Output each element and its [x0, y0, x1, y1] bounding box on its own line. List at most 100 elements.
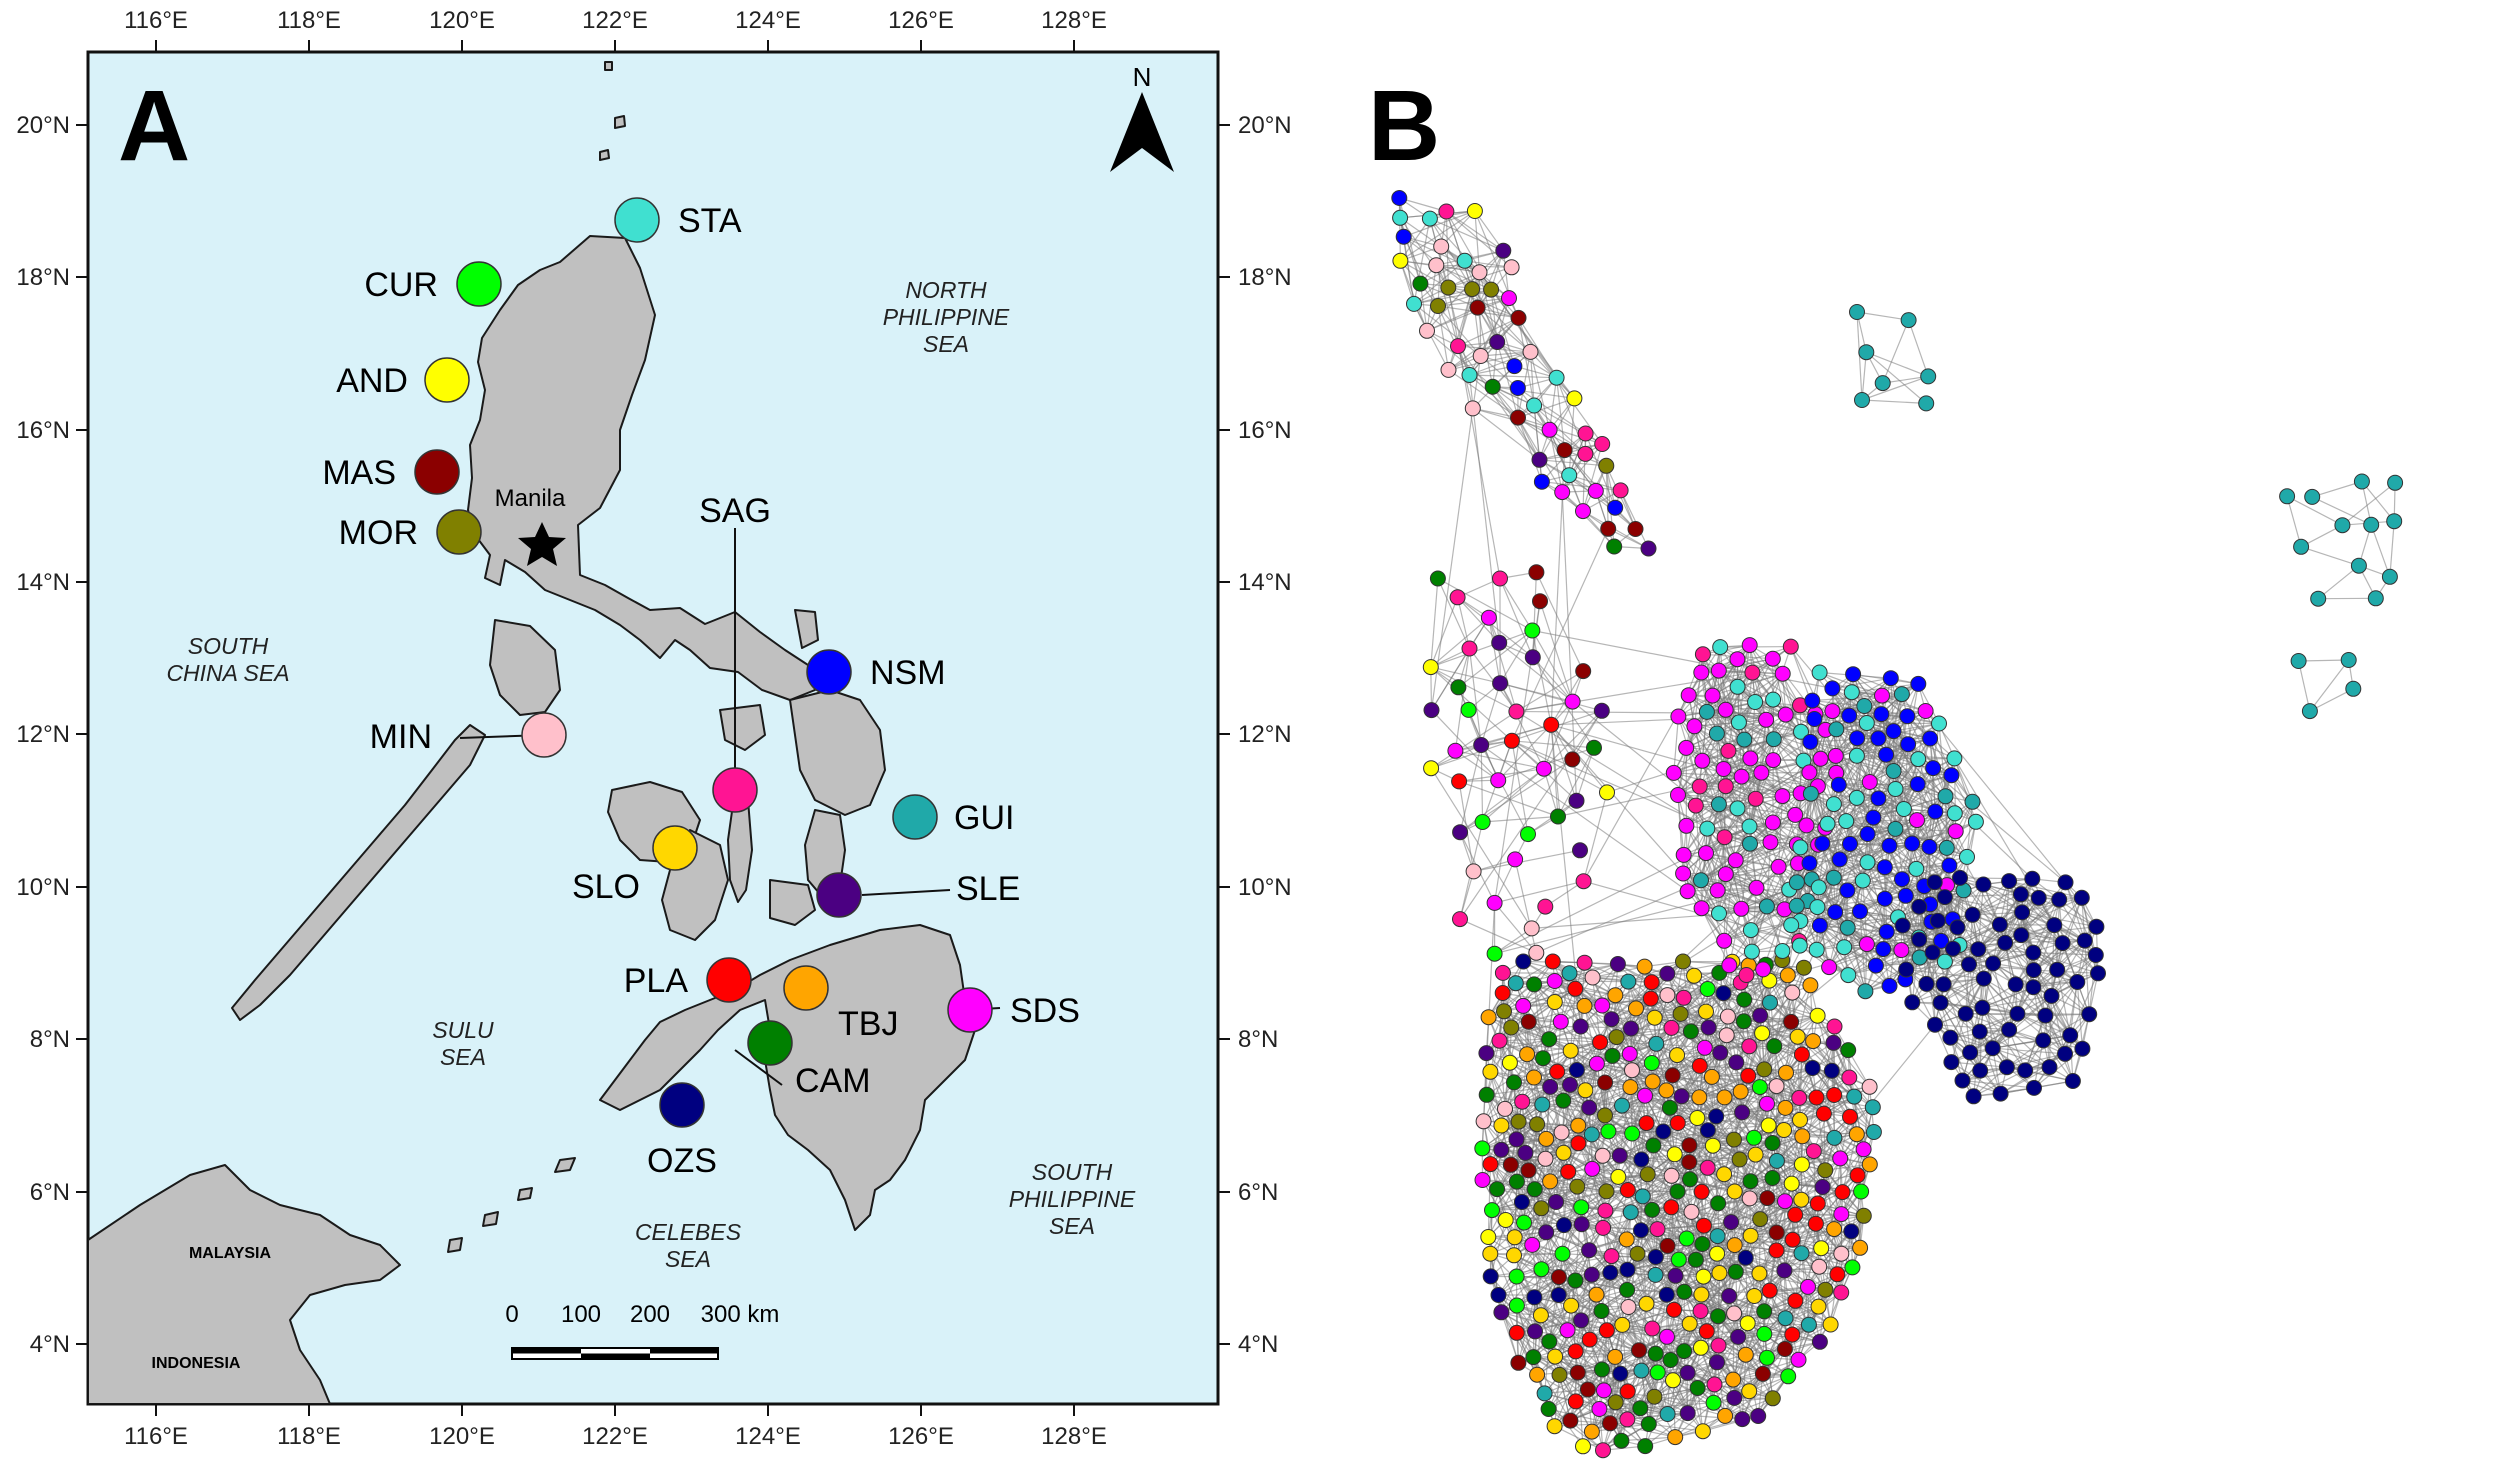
network-edge — [1513, 1224, 1565, 1256]
lon-label: 116°E — [124, 7, 188, 34]
network-edge — [1652, 1047, 1706, 1083]
site-marker-nsm — [806, 649, 852, 695]
lon-label: 120°E — [429, 1423, 495, 1450]
lat-label: 10°N — [16, 874, 70, 901]
network-edge — [1688, 694, 1756, 703]
lat-labels-left: 20°N 18°N 16°N 14°N 12°N 10°N 8°N 6°N 4°… — [16, 112, 70, 1358]
site-label-and: AND — [336, 362, 408, 400]
network-edge — [1666, 1336, 1719, 1347]
network-edge — [1716, 1361, 1789, 1377]
network-edge — [1799, 772, 1810, 848]
site-marker-tbj — [783, 965, 829, 1011]
site-label-cur: CUR — [364, 266, 438, 304]
network-edge — [1526, 1001, 1556, 1055]
network-edge — [1510, 1164, 1569, 1173]
scale-label: 100 — [561, 1301, 601, 1328]
network-edge — [1782, 673, 1802, 732]
scale-label: 0 — [505, 1301, 518, 1328]
borneo-island — [88, 1164, 401, 1404]
network-edge — [1890, 678, 1909, 745]
network-edge — [1681, 1095, 1735, 1141]
network-edge — [1562, 1063, 1598, 1102]
network-edge — [1724, 1375, 1789, 1417]
network-edge — [1614, 1303, 1648, 1358]
network-edge — [1773, 992, 1793, 1047]
network-edge — [1685, 768, 1725, 827]
network-edge — [1749, 792, 1801, 828]
network-edge — [1733, 1085, 1778, 1140]
site-pla: PLA — [624, 957, 752, 1003]
network-edge — [1672, 1074, 1725, 1098]
network-edge — [1734, 1244, 1785, 1272]
network-edge — [1489, 1071, 1520, 1122]
network-edge — [1763, 1333, 1774, 1399]
network-edge — [1787, 1324, 1810, 1377]
network-edge — [1766, 1341, 1821, 1359]
network-edge — [1741, 776, 1801, 794]
network-edge — [1745, 1200, 1786, 1259]
network-edge — [1801, 1136, 1824, 1188]
scale-label: 200 — [630, 1301, 670, 1328]
network-edge — [1680, 982, 1741, 1015]
network-edge — [1799, 1119, 1841, 1159]
site-label-ozs: OZS — [647, 1142, 717, 1180]
network-edge — [1601, 1005, 1613, 1057]
network-edge — [1723, 1173, 1752, 1236]
site-marker-mor — [436, 509, 482, 555]
network-edge — [1640, 1370, 1676, 1438]
network-edge — [1809, 755, 1858, 773]
network-edge — [1644, 1412, 1689, 1447]
country-labels: MALAYSIA INDONESIA — [152, 1245, 272, 1372]
network-edge — [1540, 1138, 1547, 1209]
network-edge — [1725, 658, 1774, 711]
network-edge — [1536, 1315, 1542, 1375]
network-edge — [1670, 1344, 1719, 1361]
network-edge — [1688, 1145, 1703, 1192]
lat-label: 20°N — [1238, 112, 1292, 139]
network-edge — [1794, 1247, 1822, 1302]
site-label-min: MIN — [370, 718, 432, 756]
network-edge — [1716, 1361, 1759, 1417]
network-edge — [1682, 828, 1708, 874]
network-edge — [1741, 776, 1751, 827]
network-edge — [1626, 1237, 1687, 1240]
network-edge — [1549, 1086, 1565, 1153]
network-edge — [1489, 1071, 1502, 1126]
network-edge — [1498, 1276, 1560, 1296]
network-edge — [1608, 1107, 1671, 1132]
lon-label: 122°E — [582, 7, 648, 34]
network-edge — [1627, 1133, 1633, 1191]
network-edge — [1700, 1235, 1719, 1295]
network-edge — [1574, 1280, 1623, 1326]
network-edge — [1716, 1197, 1768, 1255]
north-arrow-icon: N — [1110, 62, 1174, 172]
network-edge — [1587, 1389, 1604, 1451]
network-edge — [1769, 1232, 1778, 1291]
site-label-slo: SLO — [572, 868, 640, 906]
network-edge — [1541, 1255, 1612, 1270]
network-edge — [1686, 739, 1745, 749]
lon-label: 126°E — [888, 7, 954, 34]
network-edge — [1699, 1032, 1763, 1067]
network-edge — [1540, 1208, 1560, 1278]
site-mas: MAS — [322, 449, 460, 495]
network-edge — [1577, 1372, 1584, 1447]
network-edge — [1604, 1107, 1670, 1116]
network-edge — [1717, 841, 1771, 891]
network-edge — [1687, 828, 1708, 892]
site-ozs: OZS — [647, 1082, 717, 1180]
network-edge — [1516, 1276, 1560, 1334]
network-edge — [1622, 1324, 1685, 1352]
network-edge — [1533, 983, 1585, 1007]
lon-label: 124°E — [735, 1423, 801, 1450]
network-edge — [1490, 1275, 1559, 1278]
network-edge — [1797, 985, 1811, 1037]
network-edge — [1514, 1236, 1560, 1278]
site-marker-slo — [652, 825, 698, 871]
network-edge — [1783, 1129, 1786, 1202]
network-edge — [1534, 976, 1593, 985]
network-edge — [1631, 1132, 1690, 1146]
network-edge — [1701, 644, 1750, 674]
site-sta: STA — [614, 197, 742, 243]
network-edge — [1652, 1081, 1654, 1146]
